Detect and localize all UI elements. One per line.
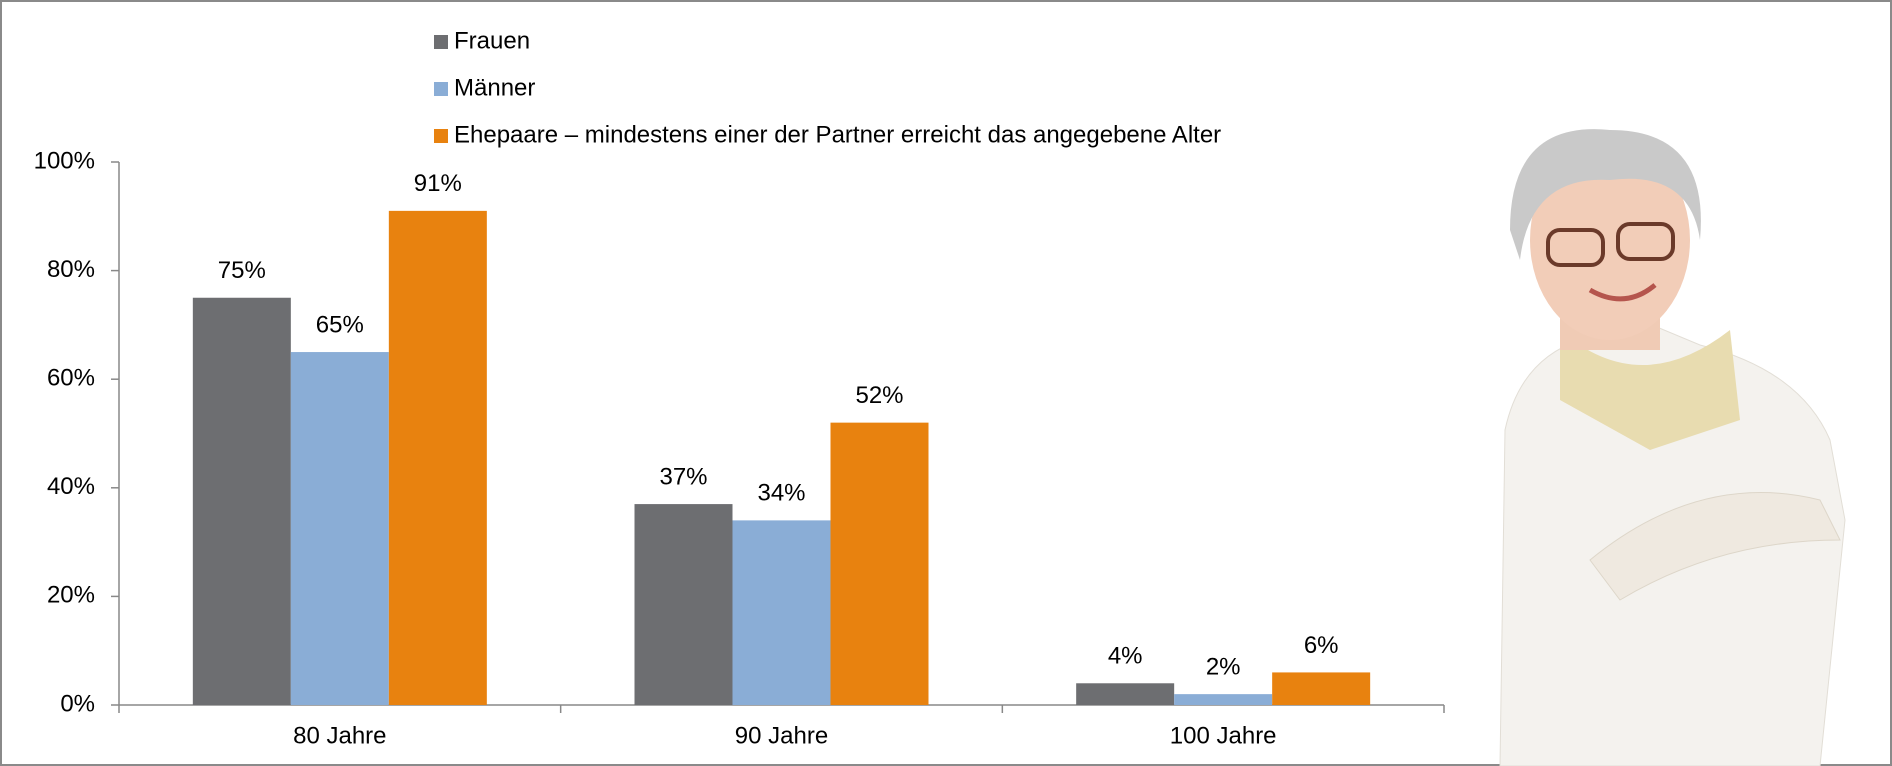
bar: [1272, 672, 1370, 705]
data-label: 91%: [414, 170, 462, 197]
data-label: 37%: [659, 463, 707, 490]
page: 0% 20% 40% 60% 80% 100% 80 Jahre 75% 65% 91% 90 Ja…: [0, 0, 1892, 766]
data-label: 2%: [1206, 653, 1241, 680]
x-tick-label: 90 Jahre: [735, 722, 828, 749]
x-tick-label: 80 Jahre: [293, 722, 386, 749]
bar: [291, 352, 389, 705]
legend-swatch: [434, 35, 448, 49]
legend-label: Männer: [454, 74, 535, 101]
bar: [635, 504, 733, 705]
bar: [389, 211, 487, 705]
y-tick-label: 60%: [47, 365, 95, 392]
y-tick-label: 40%: [47, 473, 95, 500]
bar: [193, 298, 291, 705]
data-label: 75%: [218, 257, 266, 284]
bar: [1174, 694, 1272, 705]
data-label: 34%: [757, 480, 805, 507]
x-tick-label: 100 Jahre: [1170, 722, 1277, 749]
data-label: 65%: [316, 311, 364, 338]
legend-label: Ehepaare – mindestens einer der Partner …: [454, 121, 1221, 148]
y-tick-label: 80%: [47, 256, 95, 283]
legend-swatch: [434, 82, 448, 96]
data-label: 6%: [1304, 632, 1339, 659]
legend-swatch: [434, 129, 448, 143]
bar: [1076, 683, 1174, 705]
data-label: 4%: [1108, 643, 1143, 670]
data-label: 52%: [855, 382, 903, 409]
y-tick-label: 0%: [60, 690, 95, 717]
y-tick-label: 100%: [34, 147, 95, 174]
legend-label: Frauen: [454, 27, 530, 54]
y-tick-label: 20%: [47, 582, 95, 609]
bar: [733, 520, 831, 705]
chart: 0% 20% 40% 60% 80% 100% 80 Jahre 75% 65% 91% 90 Ja…: [0, 0, 1892, 766]
bar: [831, 423, 929, 705]
